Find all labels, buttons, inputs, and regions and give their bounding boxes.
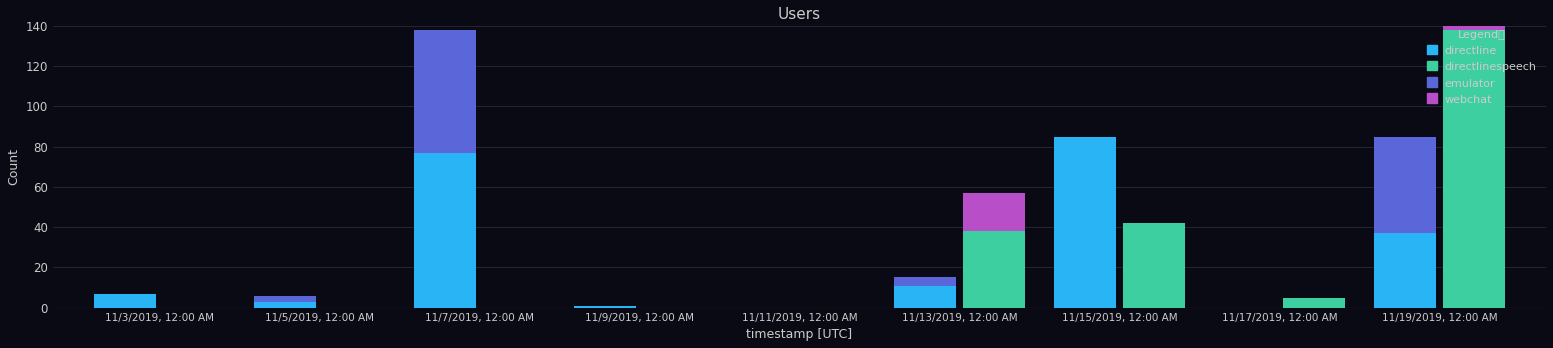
Bar bbox=[893, 285, 955, 308]
Bar bbox=[1053, 136, 1117, 308]
Bar bbox=[1373, 136, 1437, 233]
Legend: directline, directlinespeech, emulator, webchat: directline, directlinespeech, emulator, … bbox=[1423, 26, 1541, 109]
Bar bbox=[573, 306, 635, 308]
Bar bbox=[1443, 30, 1505, 308]
Title: Users: Users bbox=[778, 7, 822, 22]
Bar bbox=[893, 277, 955, 285]
Bar bbox=[413, 153, 475, 308]
Bar bbox=[963, 193, 1025, 231]
Bar bbox=[253, 302, 315, 308]
Bar bbox=[253, 295, 315, 302]
X-axis label: timestamp [UTC]: timestamp [UTC] bbox=[747, 328, 853, 341]
Bar bbox=[1283, 298, 1345, 308]
Bar bbox=[1123, 223, 1185, 308]
Bar bbox=[1443, 2, 1505, 30]
Bar bbox=[93, 294, 155, 308]
Bar bbox=[963, 231, 1025, 308]
Bar bbox=[1373, 233, 1437, 308]
Bar bbox=[413, 30, 475, 153]
Y-axis label: Count: Count bbox=[6, 148, 20, 185]
